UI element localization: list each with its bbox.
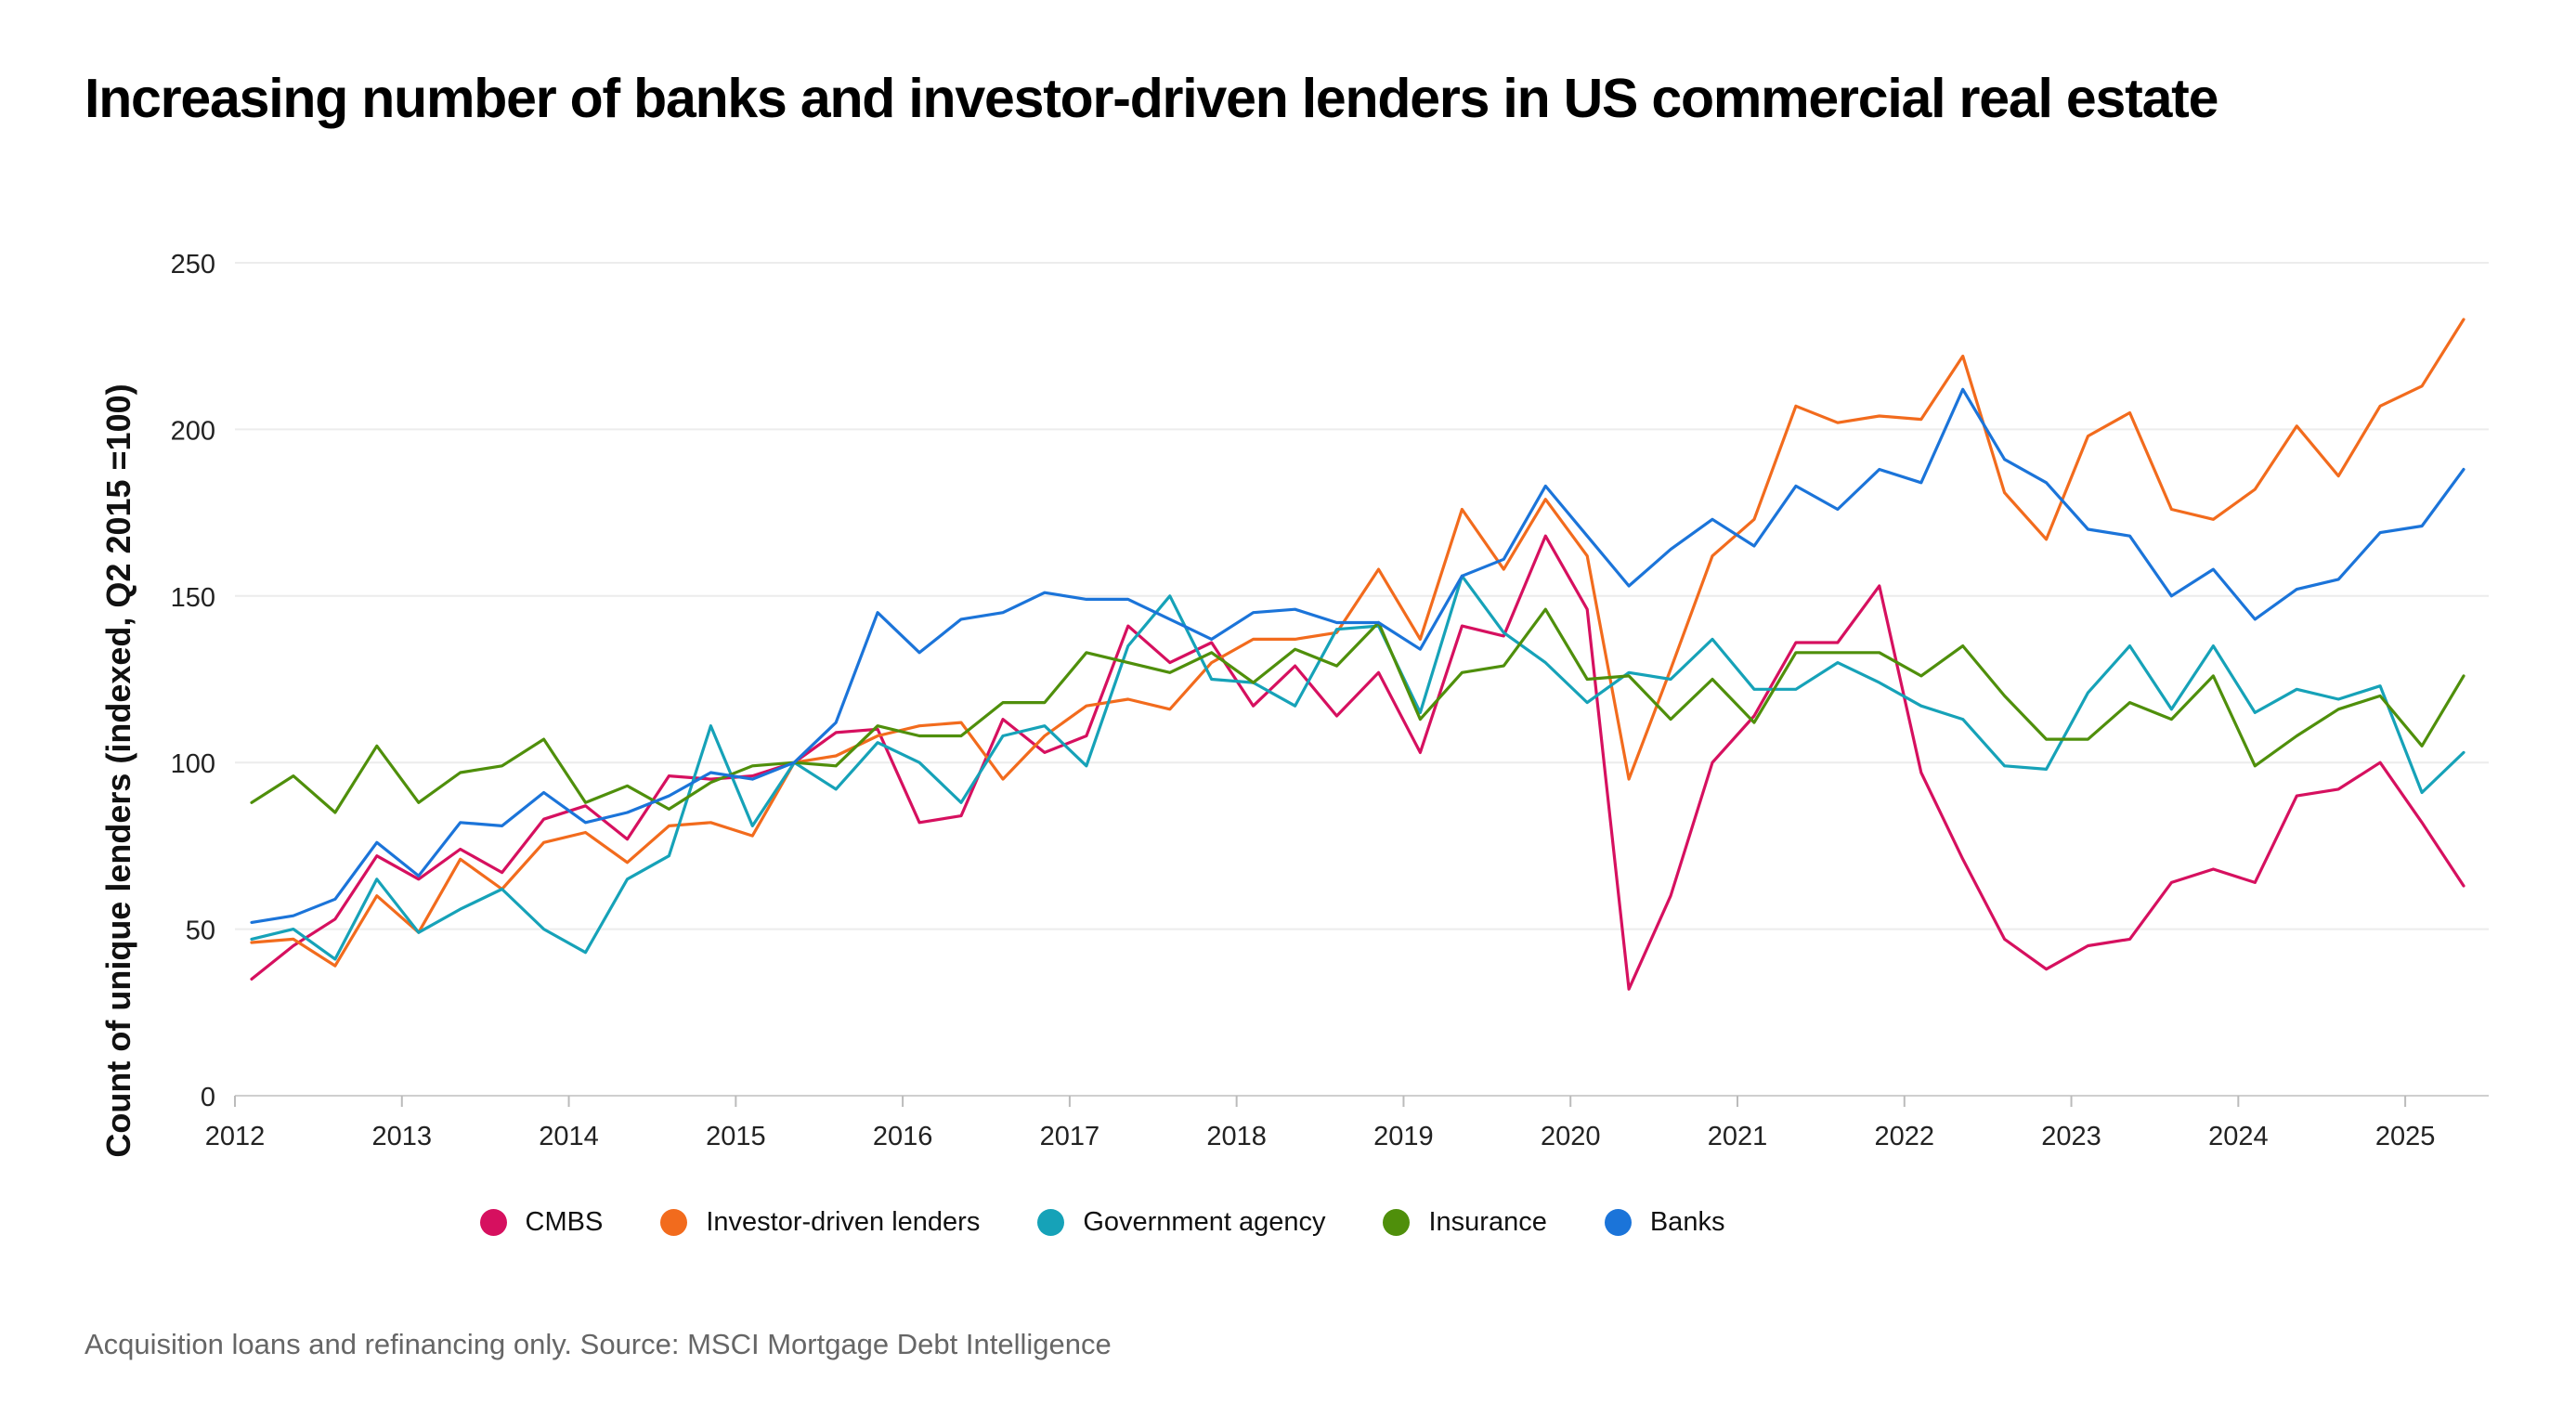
legend-swatch <box>1037 1209 1065 1236</box>
legend-label: CMBS <box>525 1207 604 1237</box>
x-tick-label: 2014 <box>539 1122 599 1151</box>
y-tick-label: 50 <box>186 916 215 946</box>
x-tick-label: 2018 <box>1206 1122 1267 1151</box>
legend-label: Government agency <box>1083 1207 1326 1237</box>
legend-item: Banks <box>1604 1207 1725 1238</box>
x-tick-label: 2021 <box>1708 1122 1768 1151</box>
y-tick-label: 0 <box>201 1083 215 1112</box>
legend-item: Government agency <box>1037 1207 1325 1238</box>
series-line-insurance <box>250 607 2465 814</box>
series-line-investor-driven-lenders <box>250 318 2465 968</box>
x-tick-label: 2016 <box>873 1122 933 1151</box>
series-line-banks <box>250 387 2465 925</box>
line-chart: 0 50 100 150 200 250 2012 2013 2014 2015 2016 2017 2… <box>99 250 2489 1158</box>
x-tick-label: 2017 <box>1040 1122 1100 1151</box>
footnote: Acquisition loans and refinancing only. … <box>85 1328 1112 1360</box>
series-lines <box>250 318 2465 991</box>
axes: 0 50 100 150 200 250 2012 2013 2014 2015 2016 2017 2… <box>171 250 2489 1151</box>
legend-swatch <box>1383 1209 1411 1236</box>
chart-title: Increasing number of banks and investor-… <box>85 68 2218 129</box>
legend: CMBS Investor-driven lenders Government ag… <box>0 1207 2390 1238</box>
legend-label: Banks <box>1649 1207 1725 1237</box>
series-line-cmbs <box>250 534 2465 991</box>
x-tick-label: 2024 <box>2208 1122 2269 1151</box>
y-axis-label: Count of unique lenders (indexed, Q2 201… <box>99 384 137 1157</box>
y-tick-label: 150 <box>171 583 215 613</box>
x-tick-label: 2020 <box>1541 1122 1601 1151</box>
x-tick-label: 2013 <box>372 1122 433 1151</box>
x-tick-label: 2015 <box>706 1122 766 1151</box>
x-tick-label: 2025 <box>2375 1122 2436 1151</box>
y-tick-label: 200 <box>171 416 215 446</box>
legend-item: Investor-driven lenders <box>660 1207 980 1238</box>
legend-item: CMBS <box>479 1207 604 1238</box>
x-tick-label: 2023 <box>2041 1122 2101 1151</box>
x-tick-label: 2019 <box>1373 1122 1434 1151</box>
legend-label: Insurance <box>1428 1207 1547 1237</box>
legend-swatch <box>479 1209 507 1236</box>
x-tick-label: 2012 <box>205 1122 266 1151</box>
legend-item: Insurance <box>1383 1207 1547 1238</box>
series-line-government-agency <box>250 574 2465 961</box>
y-tick-label: 100 <box>171 749 215 779</box>
y-tick-label: 250 <box>171 250 215 280</box>
legend-label: Investor-driven lenders <box>706 1207 981 1237</box>
legend-swatch <box>660 1209 688 1236</box>
legend-swatch <box>1604 1209 1632 1236</box>
x-tick-label: 2022 <box>1875 1122 1935 1151</box>
